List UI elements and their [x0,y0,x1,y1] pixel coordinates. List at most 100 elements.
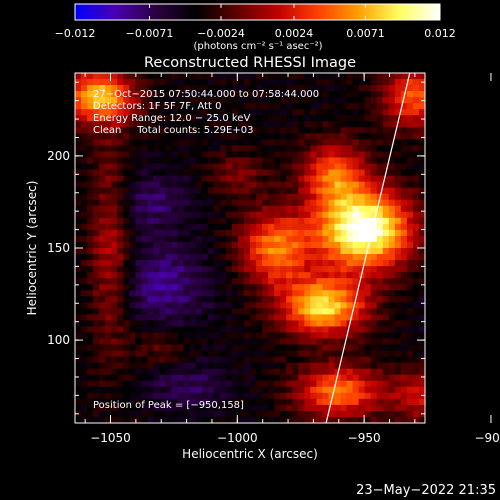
heatmap-cell [352,163,360,170]
heatmap-cell [243,145,251,152]
heatmap-cell [201,332,209,339]
heatmap-cell [256,362,263,370]
heatmap-cell [412,127,420,134]
heatmap-cell [328,139,335,146]
heatmap-cell [280,284,287,291]
heatmap-cell [268,344,275,351]
heatmap-cell [81,404,88,412]
heatmap-cell [183,356,191,364]
heatmap-cell [274,362,281,370]
heatmap-cell [412,344,420,351]
heatmap-cell [412,356,420,364]
heatmap-cell [201,338,209,345]
heatmap-cell [358,145,366,152]
heatmap-cell [256,205,263,213]
heatmap-cell [123,217,130,225]
heatmap-cell [418,211,425,219]
heatmap-cell [298,235,305,243]
heatmap-cell [141,296,148,303]
heatmap-cell [334,380,341,388]
annotation-time-range: 27−Oct−2015 07:50:44.000 to 07:58:44.000 [93,89,319,100]
heatmap-cell [99,368,106,376]
heatmap-cell [394,181,402,189]
heatmap-cell [370,368,378,376]
heatmap-cell [201,278,209,285]
heatmap-cell [292,380,299,388]
heatmap-cell [189,302,197,309]
heatmap-cell [418,338,425,345]
heatmap-cell [183,254,191,261]
heatmap-cell [75,392,82,400]
heatmap-cell [262,97,269,104]
heatmap-cell [111,127,118,134]
heatmap-cell [189,404,197,412]
heatmap-cell [93,91,100,98]
heatmap-cell [147,211,154,219]
heatmap-cell [153,404,160,412]
heatmap-cell [376,205,384,213]
heatmap-cell [418,157,425,164]
heatmap-cell [316,362,323,370]
heatmap-cell [87,79,94,86]
heatmap-cell [225,73,233,80]
heatmap-cell [322,193,329,201]
heatmap-cell [376,278,384,285]
heatmap-cell [328,121,335,128]
heatmap-cell [159,296,166,303]
heatmap-cell [340,229,347,237]
heatmap-cell [159,278,166,285]
heatmap-cell [286,205,293,213]
heatmap-cell [123,127,130,134]
heatmap-cell [93,79,100,86]
heatmap-cell [195,121,203,128]
heatmap-cell [376,145,384,152]
heatmap-cell [183,79,191,86]
heatmap-cell [400,181,408,189]
heatmap-cell [298,169,305,176]
heatmap-cell [382,103,390,110]
heatmap-cell [189,248,197,255]
heatmap-cell [256,296,263,303]
heatmap-cell [225,248,233,255]
heatmap-cell [171,392,178,400]
heatmap-cell [105,272,112,279]
heatmap-cell [334,199,341,207]
heatmap-cell [268,260,275,267]
heatmap-cell [147,151,154,158]
heatmap-cell [268,211,275,219]
heatmap-cell [189,398,197,406]
heatmap-cell [183,368,191,376]
heatmap-cell [268,235,275,243]
heatmap-cell [412,380,420,388]
heatmap-cell [394,254,402,261]
heatmap-cell [81,350,88,358]
heatmap-cell [111,139,118,146]
heatmap-cell [99,290,106,297]
heatmap-cell [250,121,257,128]
heatmap-cell [243,241,251,249]
heatmap-cell [286,127,293,134]
heatmap-cell [322,115,329,122]
heatmap-cell [93,404,100,412]
heatmap-cell [117,241,124,249]
heatmap-cell [370,199,378,207]
heatmap-cell [298,103,305,110]
heatmap-cell [117,314,124,321]
heatmap-cell [292,332,299,339]
heatmap-cell [418,217,425,225]
heatmap-cell [105,320,112,327]
heatmap-cell [292,302,299,309]
heatmap-cell [292,139,299,146]
heatmap-cell [207,193,215,201]
heatmap-cell [262,284,269,291]
heatmap-cell [388,229,396,237]
heatmap-cell [412,278,420,285]
heatmap-cell [250,296,257,303]
heatmap-cell [340,133,347,140]
heatmap-cell [382,350,390,358]
heatmap-cell [123,344,130,351]
heatmap-cell [286,193,293,201]
heatmap-cell [189,181,197,189]
heatmap-cell [117,103,124,110]
heatmap-cell [75,181,82,189]
